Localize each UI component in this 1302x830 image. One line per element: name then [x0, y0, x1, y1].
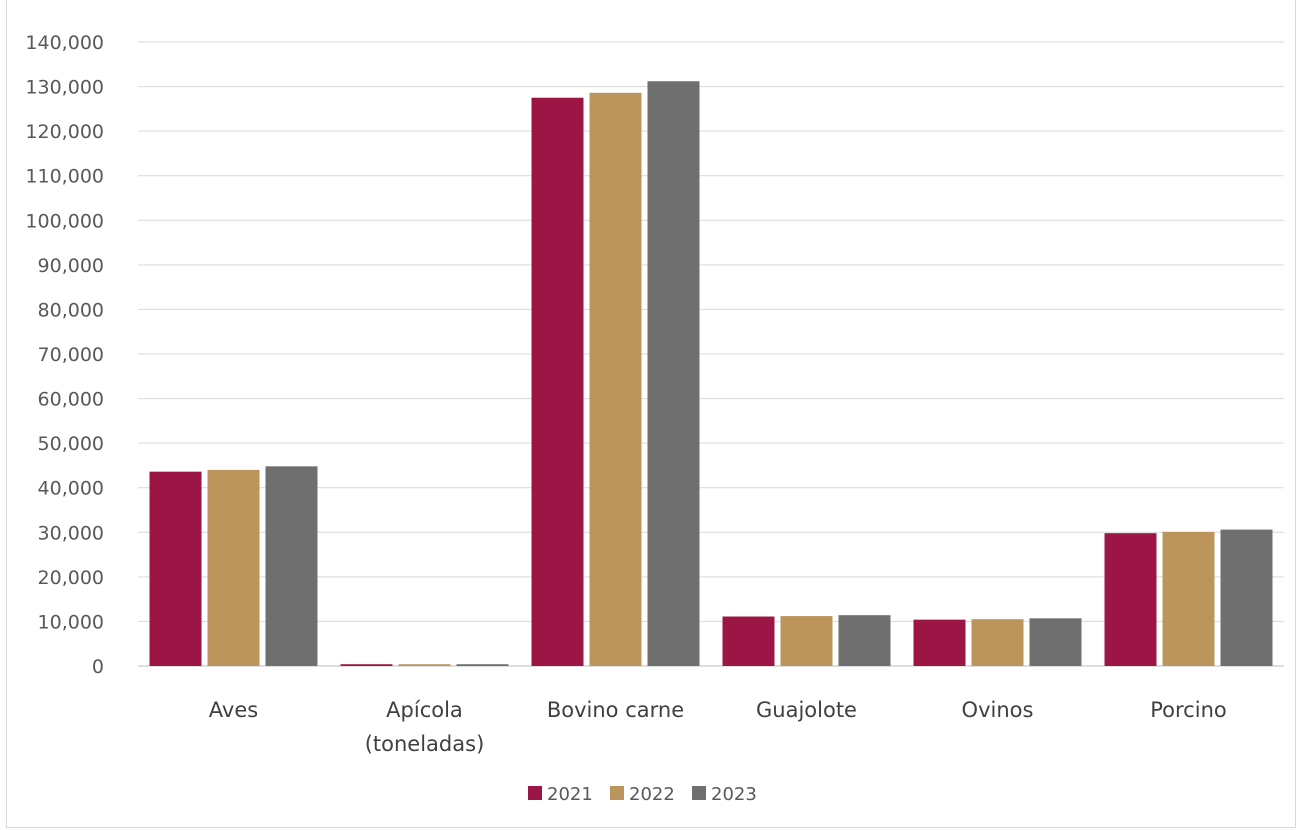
legend-label: 2021 — [547, 784, 593, 805]
x-tick-label: Bovino carne — [547, 698, 684, 722]
y-tick-label: 50,000 — [38, 433, 104, 455]
bar — [913, 619, 966, 666]
y-tick-label: 140,000 — [25, 32, 104, 54]
legend-label: 2022 — [629, 784, 675, 805]
bar — [1029, 618, 1082, 666]
chart-frame — [6, 0, 1296, 828]
bar — [1162, 531, 1215, 666]
y-tick-label: 40,000 — [38, 478, 104, 500]
y-tick-label: 0 — [92, 656, 104, 678]
legend-label: 2023 — [711, 784, 757, 805]
x-tick-label: Guajolote — [756, 698, 857, 722]
bar — [456, 664, 509, 666]
bar — [265, 466, 318, 666]
bar — [1104, 533, 1157, 666]
bar — [647, 81, 700, 667]
y-tick-label: 120,000 — [25, 121, 104, 143]
y-tick-label: 110,000 — [25, 166, 104, 188]
bar — [207, 469, 260, 666]
legend-swatch — [692, 786, 706, 800]
y-tick-label: 60,000 — [38, 389, 104, 411]
y-tick-label: 100,000 — [25, 210, 104, 232]
y-tick-label: 10,000 — [38, 611, 104, 633]
bar — [589, 92, 642, 667]
x-tick-label: Porcino — [1150, 698, 1226, 722]
bar — [149, 471, 202, 666]
legend-swatch — [610, 786, 624, 800]
bar — [531, 97, 584, 666]
legend-swatch — [528, 786, 542, 800]
y-tick-label: 90,000 — [38, 255, 104, 277]
y-tick-label: 80,000 — [38, 299, 104, 321]
bar — [971, 619, 1024, 666]
x-tick-label: Ovinos — [962, 698, 1034, 722]
bar — [722, 616, 775, 666]
y-tick-label: 70,000 — [38, 344, 104, 366]
y-tick-label: 20,000 — [38, 567, 104, 589]
bar — [838, 615, 891, 666]
y-tick-label: 130,000 — [25, 77, 104, 99]
bar — [340, 664, 393, 666]
y-tick-label: 30,000 — [38, 522, 104, 544]
bar — [780, 616, 833, 666]
bar — [1220, 529, 1273, 666]
x-tick-label: Apícola (toneladas) — [365, 698, 485, 756]
bar — [398, 664, 451, 666]
x-tick-label: Aves — [209, 698, 258, 722]
